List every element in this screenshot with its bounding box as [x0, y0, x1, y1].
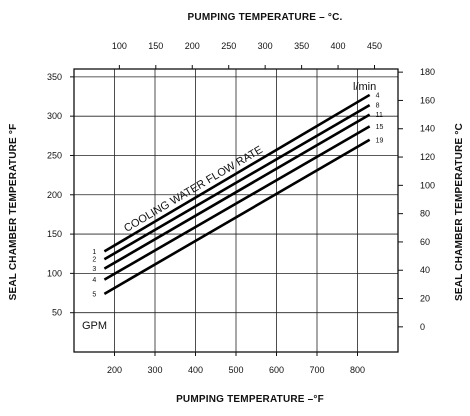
- right-axis: 0 20 40 60 80 100 120 140 160 180: [398, 67, 435, 332]
- top-tick-label: 400: [331, 41, 346, 51]
- grid: [74, 69, 398, 352]
- gpm-label: GPM: [82, 320, 107, 332]
- flow-rate-line-1: [103, 93, 371, 253]
- lmin-value-label: 15: [376, 124, 384, 131]
- left-tick-label: 100: [47, 268, 62, 278]
- right-tick-label: 40: [420, 265, 430, 275]
- lmin-value-label: 4: [376, 92, 380, 99]
- top-axis: 100 150 200 250 300 350 400 450: [112, 41, 382, 69]
- right-tick-label: 140: [420, 124, 435, 134]
- left-tick-label: 200: [47, 190, 62, 200]
- series-group: 1 4 2 8 3 11 4 15 5 19: [92, 92, 383, 298]
- flow-rate-line-4: [103, 125, 371, 281]
- right-tick-label: 80: [420, 209, 430, 219]
- gpm-value-label: 1: [92, 249, 96, 256]
- bottom-tick-label: 400: [188, 365, 203, 375]
- top-tick-label: 250: [221, 41, 236, 51]
- top-tick-label: 150: [148, 41, 163, 51]
- right-tick-label: 160: [420, 95, 435, 105]
- right-tick-label: 180: [420, 67, 435, 77]
- top-tick-label: 200: [185, 41, 200, 51]
- left-axis-title: SEAL CHAMBER TEMPERATURE °F: [8, 124, 19, 301]
- gpm-value-label: 4: [92, 277, 96, 284]
- right-tick-label: 100: [420, 180, 435, 190]
- gpm-value-label: 5: [92, 291, 96, 298]
- lmin-value-label: 19: [376, 137, 384, 144]
- lmin-label: l/min: [353, 81, 376, 93]
- gpm-value-label: 3: [92, 266, 96, 273]
- bottom-tick-label: 500: [228, 365, 243, 375]
- right-tick-label: 120: [420, 152, 435, 162]
- lmin-value-label: 8: [376, 103, 380, 110]
- top-axis-title: PUMPING TEMPERATURE – °C.: [188, 12, 343, 23]
- bottom-tick-label: 200: [107, 365, 122, 375]
- top-tick-label: 350: [294, 41, 309, 51]
- left-tick-label: 250: [47, 150, 62, 160]
- bottom-tick-label: 700: [309, 365, 324, 375]
- gpm-value-label: 2: [92, 257, 96, 264]
- right-axis-title: SEAL CHAMBER TEMPERATURE °C: [454, 123, 465, 301]
- top-tick-label: 450: [367, 41, 382, 51]
- top-tick-label: 300: [258, 41, 273, 51]
- bottom-axis: 200 300 400 500 600 700 800: [107, 352, 365, 375]
- left-tick-label: 350: [47, 72, 62, 82]
- bottom-axis-title: PUMPING TEMPERATURE –°F: [176, 394, 324, 405]
- bottom-tick-label: 600: [269, 365, 284, 375]
- lmin-value-label: 11: [376, 112, 383, 119]
- flow-rate-line-2: [103, 104, 371, 261]
- bottom-tick-label: 800: [350, 365, 365, 375]
- right-tick-label: 60: [420, 237, 430, 247]
- left-tick-label: 150: [47, 229, 62, 239]
- right-tick-label: 20: [420, 294, 430, 304]
- flow-rate-line-3: [103, 113, 371, 270]
- left-tick-label: 50: [52, 308, 62, 318]
- top-tick-label: 100: [112, 41, 127, 51]
- right-tick-label: 0: [420, 322, 425, 332]
- left-axis: 50 100 150 200 250 300 350: [47, 72, 74, 318]
- bottom-tick-label: 300: [147, 365, 162, 375]
- left-tick-label: 300: [47, 111, 62, 121]
- flow-rate-line-5: [103, 138, 371, 295]
